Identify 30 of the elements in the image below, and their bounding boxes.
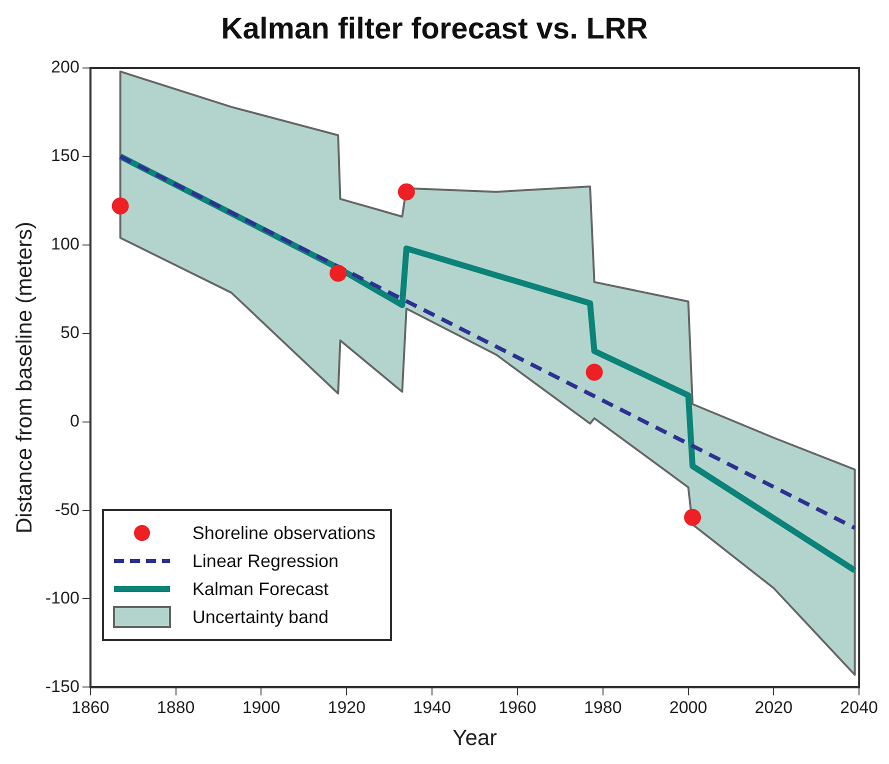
chart-title: Kalman filter forecast vs. LRR (221, 12, 648, 46)
point (586, 364, 603, 381)
y-tick-label: -150 (45, 676, 80, 696)
y-tick-label: 0 (70, 412, 80, 431)
y-tick-label: -50 (54, 500, 80, 519)
legend-label: Shoreline observations (192, 522, 376, 544)
y-tick-label: 50 (60, 323, 80, 342)
point (330, 264, 347, 282)
y-axis-title: Distance from baseline (meters) (11, 222, 36, 534)
y-tick-label: 200 (51, 58, 80, 77)
y-tick-label: -100 (45, 588, 80, 608)
x-tick-label: 2020 (754, 698, 793, 718)
x-tick-label: 1900 (242, 698, 280, 718)
legend-label: Uncertainty band (192, 606, 329, 628)
x-tick-label: 2040 (840, 698, 878, 718)
y-tick-label: 150 (51, 146, 80, 166)
x-tick-label: 1880 (156, 698, 195, 718)
point (112, 197, 129, 214)
x-tick-label: 1920 (328, 698, 366, 718)
point (684, 508, 702, 526)
x-axis-title: Year (452, 724, 497, 750)
x-tick-label: 1980 (584, 698, 622, 718)
legend-label: Linear Regression (192, 550, 339, 572)
point (398, 183, 415, 200)
x-tick-label: 1940 (413, 698, 451, 718)
x-tick-label: 1960 (498, 698, 536, 718)
legend-label: Kalman Forecast (192, 578, 328, 600)
x-tick-label: 1860 (72, 698, 110, 718)
y-tick-label: 100 (51, 234, 80, 254)
x-tick-label: 2000 (669, 698, 708, 718)
